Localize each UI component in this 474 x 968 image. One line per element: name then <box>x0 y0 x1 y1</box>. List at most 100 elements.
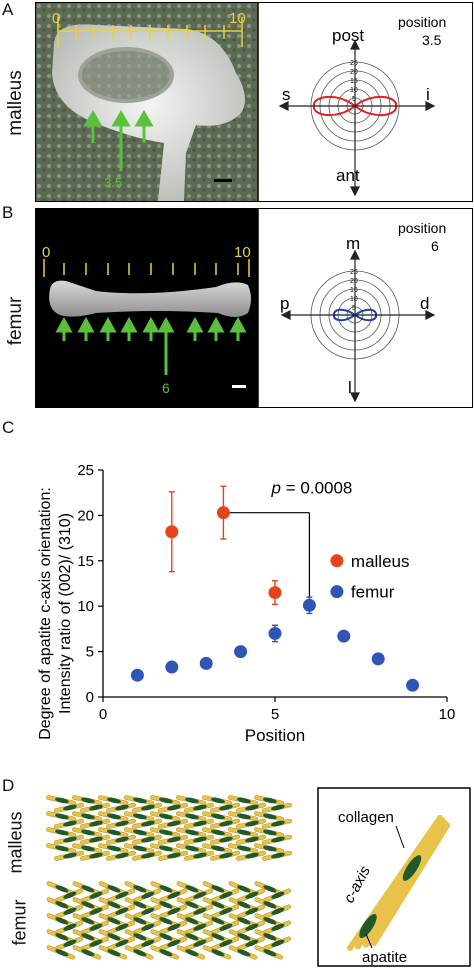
apatite-crystal <box>193 907 207 915</box>
femur-tick-10: 10 <box>350 296 358 303</box>
collagen-fiber <box>228 811 258 822</box>
apatite-crystal <box>133 901 147 909</box>
collagen-fiber <box>46 795 76 806</box>
malleus-ruler <box>57 17 243 47</box>
apatite-crystal <box>167 907 181 915</box>
apatite-crystal <box>271 923 285 931</box>
apatite-crystal <box>245 820 259 827</box>
apatite-crystal <box>211 949 225 957</box>
inset-frame <box>317 787 471 967</box>
apatite-crystal <box>55 917 69 925</box>
apatite-crystal <box>89 923 103 931</box>
collagen-fiber <box>150 811 180 822</box>
apatite-crystal <box>193 852 207 859</box>
significance-p-value: p = 0.0008 <box>271 479 353 498</box>
collagen-fiber <box>132 834 162 845</box>
apatite-crystal <box>63 907 77 915</box>
collagen-fiber <box>176 913 206 928</box>
apatite-crystal <box>55 933 69 941</box>
collagen-fiber <box>210 834 240 845</box>
apatite-crystal <box>89 820 103 827</box>
collagen-fiber <box>150 945 180 960</box>
apatite-crystal <box>211 797 225 804</box>
malleus-dir-top: post <box>332 26 364 45</box>
fiber-illustration: collagen c-axis apatite <box>46 787 471 967</box>
y-tick-label: 0 <box>86 689 94 706</box>
collagen-fiber <box>132 802 162 813</box>
apatite-crystal <box>55 797 69 804</box>
collagen-fiber <box>98 827 128 838</box>
apatite-crystal <box>63 891 77 899</box>
series-femur <box>130 596 420 692</box>
apatite-crystal <box>219 852 233 859</box>
y-tick-label: 25 <box>77 462 94 479</box>
collagen-fiber <box>202 913 232 928</box>
malleus-dir-right: i <box>426 85 430 104</box>
apatite-crystal <box>185 885 199 893</box>
apatite-crystal <box>219 891 233 899</box>
apatite-crystal <box>141 907 155 915</box>
apatite-crystal <box>63 804 77 811</box>
data-point <box>406 678 420 692</box>
collagen-fiber <box>236 818 266 829</box>
femur-position-value: 6 <box>431 238 439 254</box>
femur-arrow-label: 6 <box>162 380 170 396</box>
apatite-crystal <box>185 797 199 804</box>
apatite-crystal <box>107 949 121 957</box>
apatite-crystal <box>107 797 121 804</box>
femur-ruler <box>43 259 250 277</box>
apatite-pointer <box>365 933 373 949</box>
collagen-pointer <box>395 825 405 849</box>
apatite-crystal <box>115 907 129 915</box>
data-point <box>302 598 316 612</box>
panel-b-frame: 0 10 6 25 20 15 10 5 <box>35 208 473 408</box>
apatite-crystal <box>133 949 147 957</box>
collagen-fiber <box>158 850 188 861</box>
apatite-crystal <box>115 939 129 947</box>
collagen-fiber <box>124 945 154 960</box>
series-malleus <box>165 485 282 606</box>
apatite-crystal <box>55 885 69 893</box>
apatite-crystal <box>167 891 181 899</box>
data-point <box>165 525 179 539</box>
femur-fiber-bundle <box>46 881 292 960</box>
panel-b-side-label: femur <box>5 296 26 346</box>
apatite-crystal <box>133 797 147 804</box>
apatite-crystal <box>211 901 225 909</box>
apatite-crystal <box>81 797 95 804</box>
apatite-crystal <box>141 891 155 899</box>
apatite-crystal <box>167 820 181 827</box>
collagen-fiber <box>184 818 214 829</box>
collagen-fiber <box>202 945 232 960</box>
apatite-crystal <box>133 933 147 941</box>
femur-position-title: position <box>398 220 446 236</box>
inset-collagen-label: collagen <box>338 809 394 826</box>
apatite-crystal <box>271 820 285 827</box>
collagen-fiber <box>80 802 110 813</box>
collagen-fiber <box>72 913 102 928</box>
collagen-fiber <box>158 818 188 829</box>
legend-marker-malleus <box>330 554 344 568</box>
inset-apatite-upper <box>402 855 422 881</box>
femur-ruler-end: 10 <box>234 244 251 261</box>
apatite-crystal <box>107 901 121 909</box>
apatite-crystal <box>219 923 233 931</box>
apatite-crystal <box>63 852 77 859</box>
collagen-fiber <box>254 795 284 806</box>
apatite-crystal <box>133 845 147 852</box>
apatite-crystal <box>81 885 95 893</box>
collagen-fiber <box>262 802 292 813</box>
apatite-crystal <box>193 923 207 931</box>
apatite-crystal <box>89 907 103 915</box>
legend-label-malleus: malleus <box>351 552 410 571</box>
malleus-tick-20: 20 <box>350 69 358 76</box>
collagen-fiber <box>184 834 214 845</box>
y-tick-label: 20 <box>77 507 94 524</box>
apatite-crystal <box>81 829 95 836</box>
apatite-crystal <box>245 852 259 859</box>
collagen-fiber <box>54 936 84 951</box>
collagen-fiber <box>176 945 206 960</box>
apatite-crystal <box>167 852 181 859</box>
apatite-crystal <box>115 891 129 899</box>
p-value-text: = 0.0008 <box>281 479 352 498</box>
